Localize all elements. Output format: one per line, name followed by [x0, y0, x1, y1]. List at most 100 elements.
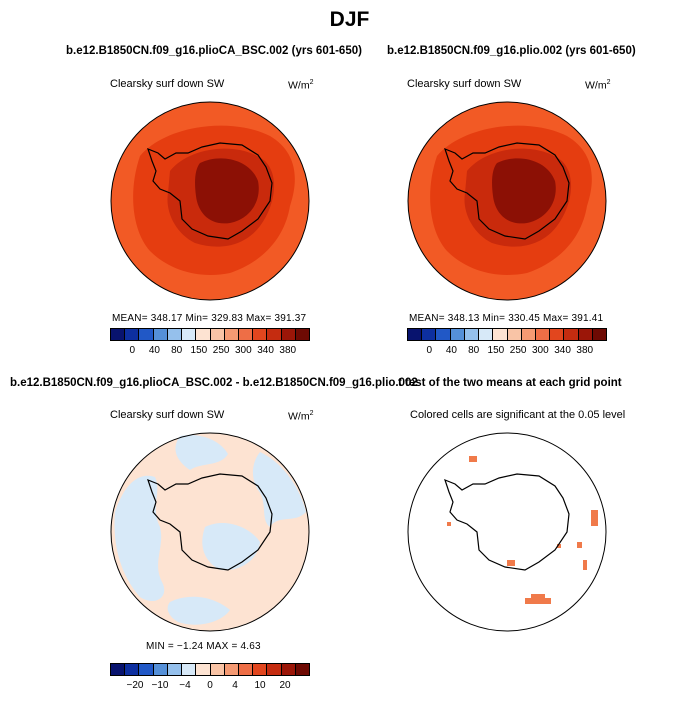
diff-negative-region-west	[114, 475, 165, 602]
colorbar-tick-label: 40	[445, 345, 457, 356]
colorbar-tick-label: 150	[487, 345, 505, 356]
colorbar-swatch	[253, 329, 268, 340]
colorbar-swatch	[267, 329, 282, 340]
colorbar-tick-label: 300	[234, 345, 252, 356]
colorbar-swatch	[224, 664, 239, 675]
map-border	[110, 432, 310, 632]
map-bottom-right	[407, 432, 607, 632]
colorbar-swatch	[550, 329, 565, 340]
antarctica-coastline	[444, 473, 570, 571]
stats-bottom-left: MIN = −1.24 MAX = 4.63	[146, 641, 261, 652]
colorbar-swatch	[267, 664, 282, 675]
panel-title-top-left: b.e12.B1850CN.f09_g16.plioCA_BSC.002 (yr…	[66, 45, 362, 57]
colorbar-swatch	[253, 664, 268, 675]
colorbar-swatch	[578, 329, 593, 340]
colorbar-swatch	[238, 664, 254, 675]
colorbar-swatch	[238, 329, 254, 340]
signif-cell	[447, 522, 451, 526]
colorbar-swatch	[210, 329, 225, 340]
antarctica-coastline	[147, 142, 273, 240]
colorbar-swatch	[295, 329, 310, 340]
colorbar-swatch	[182, 664, 197, 675]
colorbar-swatches	[407, 328, 607, 341]
colorbar-swatch	[507, 329, 522, 340]
colorbar-ticks-top-left: 0 40 80 150 250 300 340 380	[110, 345, 310, 357]
signif-cell	[591, 510, 598, 526]
antarctica-coastline	[147, 473, 273, 571]
colorbar-swatch	[182, 329, 197, 340]
colorbar-swatch	[125, 329, 140, 340]
antarctic-core	[195, 158, 259, 224]
stats-top-right: MEAN= 348.13 Min= 330.45 Max= 391.41	[409, 313, 604, 324]
map-border	[407, 101, 607, 301]
colorbar-top-right	[407, 328, 607, 341]
colorbar-swatch	[167, 664, 183, 675]
colorbar-swatch	[521, 329, 536, 340]
colorbar-tick-label: −4	[179, 680, 191, 691]
colorbar-tick-label: −10	[151, 680, 169, 691]
colorbar-tick-label: 0	[207, 680, 213, 691]
colorbar-swatch	[125, 664, 140, 675]
colorbar-swatch	[224, 329, 239, 340]
field-label-top-right: Clearsky surf down SW	[407, 78, 522, 90]
colorbar-tick-label: 80	[468, 345, 480, 356]
stats-top-left: MEAN= 348.17 Min= 329.83 Max= 391.37	[112, 313, 307, 324]
signif-cell	[557, 544, 561, 548]
signif-cell	[583, 560, 587, 570]
map-border	[110, 101, 310, 301]
colorbar-tick-label: 40	[148, 345, 160, 356]
colorbar-swatch	[564, 329, 579, 340]
colorbar-swatch	[281, 664, 296, 675]
map-background	[408, 433, 606, 631]
diff-negative-region-east	[252, 452, 306, 527]
colorbar-swatch	[111, 664, 126, 675]
panel-title-bottom-left: b.e12.B1850CN.f09_g16.plioCA_BSC.002 - b…	[10, 377, 418, 389]
signif-cell	[531, 594, 545, 598]
colorbar-tick-label: 20	[279, 680, 291, 691]
colorbar-swatch	[408, 329, 423, 340]
colorbar-tick-label: 250	[212, 345, 230, 356]
units-bottom-left: W/m2	[288, 410, 314, 423]
panel-title-top-right: b.e12.B1850CN.f09_g16.plio.002 (yrs 601-…	[387, 45, 636, 57]
diff-negative-region-north	[175, 434, 228, 470]
panel-title-bottom-right: t test of the two means at each grid poi…	[398, 377, 622, 389]
colorbar-swatch	[295, 664, 310, 675]
colorbar-bottom-left	[110, 663, 310, 676]
antarctica-coastline	[444, 142, 570, 240]
colorbar-tick-label: 380	[279, 345, 297, 356]
colorbar-swatches	[110, 663, 310, 676]
colorbar-tick-label: 300	[531, 345, 549, 356]
colorbar-ticks-top-right: 0 40 80 150 250 300 340 380	[407, 345, 607, 357]
colorbar-swatch	[535, 329, 551, 340]
colorbar-tick-label: 0	[426, 345, 432, 356]
colorbar-tick-label: 380	[576, 345, 594, 356]
colorbar-swatch	[139, 329, 154, 340]
colorbar-swatch	[464, 329, 480, 340]
field-label-bottom-left: Clearsky surf down SW	[110, 409, 225, 421]
units-top-left: W/m2	[288, 79, 314, 92]
colorbar-swatch	[153, 329, 168, 340]
colorbar-swatch	[210, 664, 225, 675]
map-border	[407, 432, 607, 632]
colorbar-top-left	[110, 328, 310, 341]
colorbar-swatch	[111, 329, 126, 340]
colorbar-swatch	[139, 664, 154, 675]
colorbar-swatch	[281, 329, 296, 340]
colorbar-swatch	[196, 664, 211, 675]
colorbar-swatch	[493, 329, 508, 340]
colorbar-tick-label: 150	[190, 345, 208, 356]
signif-cell	[507, 560, 515, 566]
colorbar-tick-label: 340	[257, 345, 274, 356]
main-title: DJF	[329, 8, 370, 31]
colorbar-swatch	[422, 329, 437, 340]
colorbar-ticks-bottom-left: −20 −10 −4 0 4 10 20	[110, 680, 310, 692]
colorbar-tick-label: 0	[129, 345, 135, 356]
colorbar-tick-label: 250	[509, 345, 527, 356]
signif-cell	[577, 542, 582, 548]
colorbar-swatch	[436, 329, 451, 340]
colorbar-swatch	[479, 329, 494, 340]
signif-cell	[469, 456, 477, 462]
colorbar-swatch	[450, 329, 465, 340]
map-top-right	[407, 101, 607, 301]
colorbar-tick-label: −20	[126, 680, 144, 691]
